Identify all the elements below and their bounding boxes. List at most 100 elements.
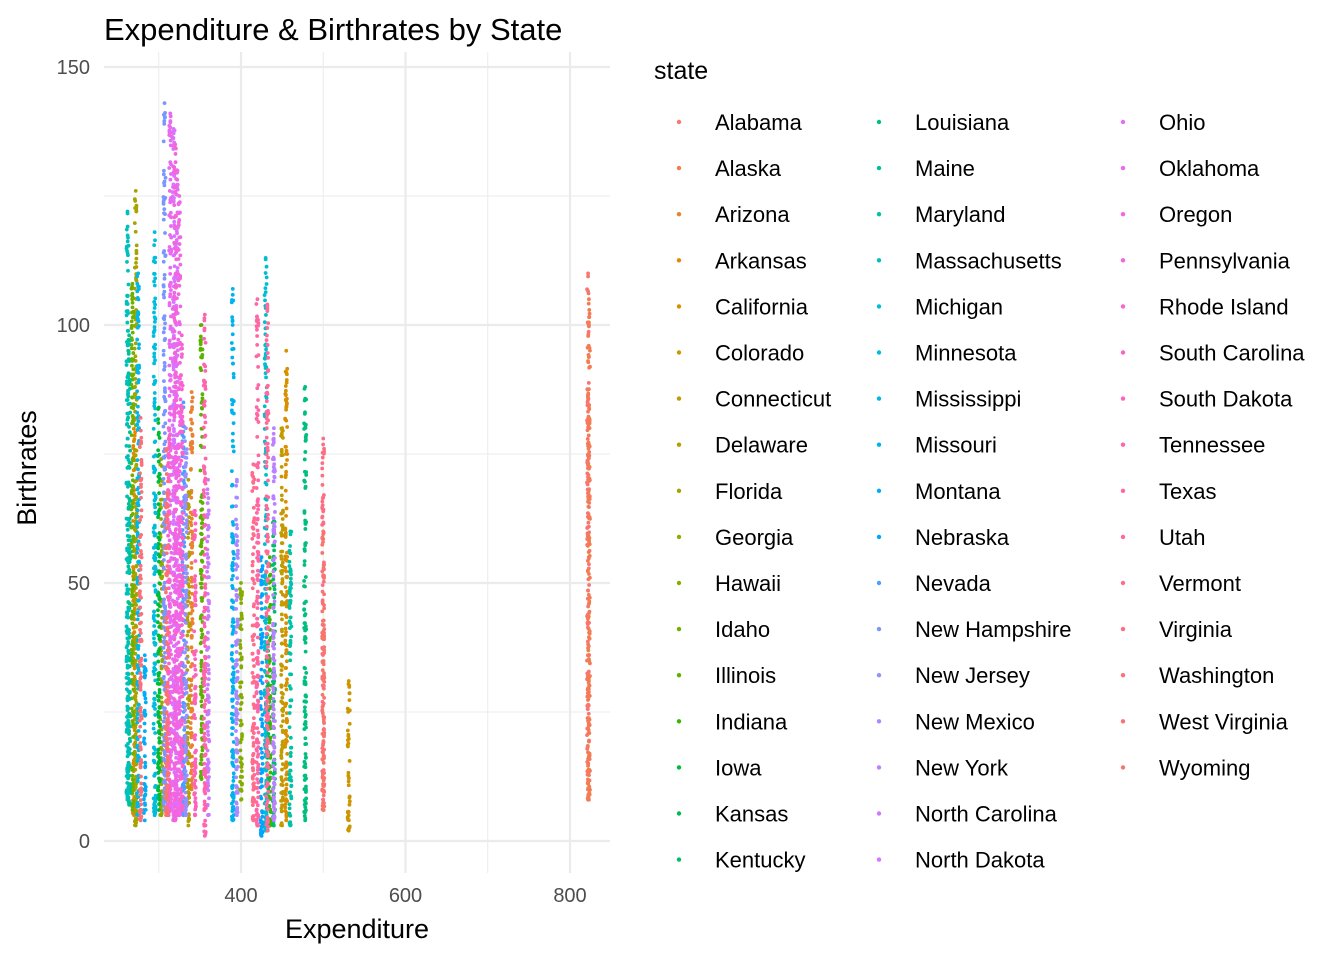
data-point bbox=[159, 574, 163, 579]
data-point bbox=[586, 334, 591, 338]
data-point bbox=[288, 621, 293, 626]
data-point bbox=[587, 530, 592, 535]
data-point bbox=[126, 606, 131, 611]
data-point bbox=[180, 422, 185, 427]
data-point bbox=[190, 395, 195, 400]
data-point bbox=[586, 646, 590, 651]
data-point bbox=[234, 650, 239, 654]
data-point bbox=[264, 282, 269, 286]
data-point bbox=[152, 230, 157, 235]
data-point bbox=[125, 698, 130, 703]
data-point bbox=[168, 120, 173, 125]
data-point bbox=[271, 621, 276, 626]
data-point bbox=[153, 358, 157, 363]
data-point bbox=[346, 773, 351, 778]
data-point bbox=[130, 613, 135, 618]
data-point bbox=[173, 282, 178, 287]
data-point bbox=[126, 689, 131, 694]
data-point bbox=[346, 779, 351, 784]
data-point bbox=[167, 580, 171, 585]
data-point bbox=[173, 531, 178, 536]
data-point bbox=[134, 603, 139, 607]
data-point bbox=[190, 421, 195, 426]
data-point bbox=[173, 380, 178, 385]
data-point bbox=[143, 658, 148, 663]
data-point bbox=[131, 687, 136, 692]
data-point bbox=[230, 690, 235, 695]
data-point bbox=[231, 675, 236, 680]
data-point bbox=[168, 378, 172, 383]
data-point bbox=[303, 522, 308, 526]
data-point bbox=[271, 438, 276, 443]
data-point bbox=[283, 704, 288, 708]
data-point bbox=[178, 530, 183, 535]
data-point bbox=[167, 661, 171, 666]
data-point bbox=[167, 363, 172, 368]
data-point bbox=[346, 709, 351, 714]
data-point bbox=[124, 381, 129, 386]
data-point bbox=[271, 558, 276, 563]
data-point bbox=[161, 172, 166, 177]
data-point bbox=[186, 677, 191, 682]
data-point bbox=[142, 668, 147, 673]
data-point bbox=[207, 796, 211, 801]
data-point bbox=[280, 577, 285, 581]
data-point bbox=[288, 823, 293, 828]
data-point bbox=[183, 725, 187, 730]
data-point bbox=[135, 508, 140, 513]
data-point bbox=[136, 324, 141, 328]
data-point bbox=[152, 803, 157, 808]
data-point bbox=[180, 617, 185, 622]
data-point bbox=[161, 353, 166, 357]
data-point bbox=[206, 677, 211, 682]
data-point bbox=[231, 600, 236, 605]
data-point bbox=[586, 690, 591, 695]
data-point bbox=[587, 778, 592, 783]
data-point bbox=[156, 754, 161, 759]
data-point bbox=[134, 463, 139, 468]
data-point bbox=[180, 511, 185, 515]
data-point bbox=[199, 650, 204, 654]
data-point bbox=[152, 696, 157, 701]
data-point bbox=[124, 299, 129, 304]
data-point bbox=[205, 569, 210, 574]
data-point bbox=[190, 545, 194, 550]
data-point bbox=[186, 778, 191, 782]
data-point bbox=[156, 750, 160, 755]
data-point bbox=[134, 208, 139, 213]
data-point bbox=[161, 600, 166, 605]
data-point bbox=[161, 529, 166, 534]
data-point bbox=[206, 575, 211, 580]
data-point bbox=[271, 681, 276, 686]
data-point bbox=[173, 406, 178, 411]
data-point bbox=[585, 458, 590, 463]
data-point bbox=[587, 497, 592, 502]
data-point bbox=[284, 615, 289, 620]
data-point bbox=[200, 501, 205, 505]
data-point bbox=[304, 796, 309, 801]
data-point bbox=[134, 782, 138, 786]
data-point bbox=[586, 301, 591, 306]
data-point bbox=[131, 565, 135, 569]
data-point bbox=[230, 439, 235, 443]
data-point bbox=[189, 561, 194, 565]
data-point bbox=[179, 745, 184, 750]
data-point bbox=[279, 750, 284, 755]
data-point bbox=[272, 475, 277, 480]
data-point bbox=[172, 465, 177, 470]
data-point bbox=[157, 739, 162, 744]
data-point bbox=[206, 508, 211, 513]
data-point bbox=[172, 446, 177, 450]
data-point bbox=[173, 675, 178, 680]
data-point bbox=[169, 550, 174, 555]
data-point bbox=[183, 463, 188, 468]
data-point bbox=[161, 477, 166, 481]
data-point bbox=[198, 543, 203, 548]
data-point bbox=[174, 649, 178, 654]
data-point bbox=[284, 666, 288, 670]
data-point bbox=[586, 271, 590, 276]
data-point bbox=[271, 516, 276, 521]
data-point bbox=[130, 773, 135, 778]
data-point bbox=[184, 498, 189, 502]
data-point bbox=[133, 341, 138, 346]
